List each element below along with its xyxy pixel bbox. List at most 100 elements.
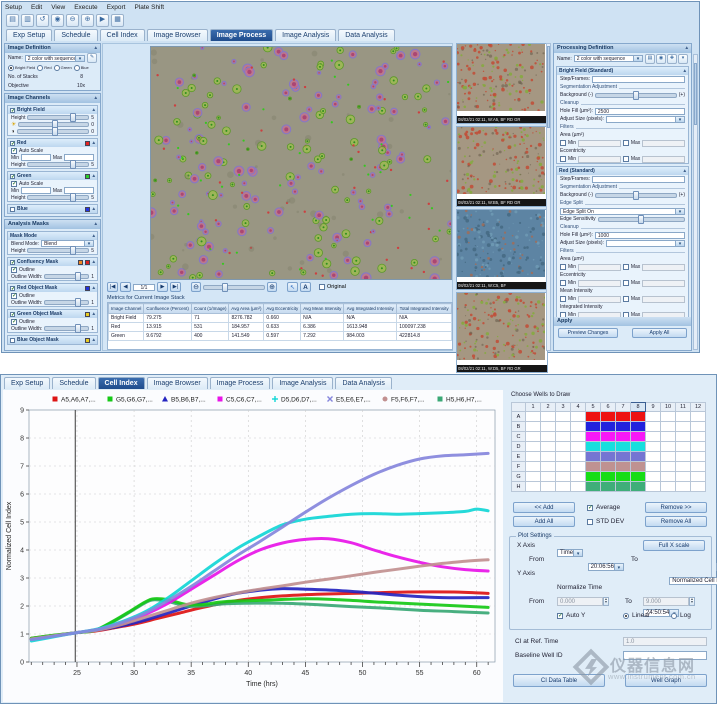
plate-col-header-1[interactable]: 1 xyxy=(525,402,541,412)
checkbox[interactable]: ✓ xyxy=(11,266,18,273)
well-D2[interactable] xyxy=(540,441,556,452)
well-H10[interactable] xyxy=(660,481,676,492)
min-checkbox[interactable] xyxy=(560,264,566,270)
average-checkbox[interactable]: ✓ xyxy=(587,504,594,511)
checkbox[interactable]: ✓ xyxy=(11,318,18,325)
well-C2[interactable] xyxy=(540,431,556,442)
well-E9[interactable] xyxy=(645,451,661,462)
well-D8[interactable] xyxy=(630,441,646,452)
well-E8[interactable] xyxy=(630,451,646,462)
min-checkbox[interactable] xyxy=(560,296,566,302)
well-C1[interactable] xyxy=(525,431,541,442)
card-checkbox[interactable] xyxy=(10,337,15,343)
slider[interactable] xyxy=(16,127,90,136)
well-G6[interactable] xyxy=(600,471,616,482)
menu-item-execute[interactable]: Execute xyxy=(74,4,98,11)
color-swatch[interactable] xyxy=(85,259,91,265)
well-B11[interactable] xyxy=(675,421,691,432)
well-F10[interactable] xyxy=(660,461,676,472)
select-input[interactable]: ▾ xyxy=(605,239,685,247)
channel-radio-green[interactable]: Green xyxy=(53,64,72,71)
well-D10[interactable] xyxy=(660,441,676,452)
min-input[interactable] xyxy=(578,155,621,163)
min-input[interactable] xyxy=(21,187,51,194)
slider-thumb[interactable] xyxy=(75,298,82,307)
plate-col-header-8[interactable]: 8 xyxy=(630,402,646,412)
max-input[interactable] xyxy=(642,263,686,271)
well-B12[interactable] xyxy=(690,421,706,432)
plate-col-header-11[interactable]: 11 xyxy=(675,402,691,412)
slider-thumb[interactable] xyxy=(75,324,82,333)
collapse-icon[interactable]: ▴ xyxy=(92,311,95,317)
min-input[interactable] xyxy=(578,139,621,147)
min-checkbox[interactable] xyxy=(560,280,566,286)
plate-col-header-7[interactable]: 7 xyxy=(615,402,631,412)
slider[interactable] xyxy=(27,113,90,122)
card-checkbox[interactable]: ✓ xyxy=(10,107,16,114)
thumbnail-scrollbar[interactable] xyxy=(546,43,551,351)
add-icon[interactable]: ✚ xyxy=(667,53,677,64)
well-E1[interactable] xyxy=(525,451,541,462)
plate-col-header-9[interactable]: 9 xyxy=(645,402,661,412)
well-B7[interactable] xyxy=(615,421,631,432)
original-toggle[interactable]: Original xyxy=(319,284,346,290)
tab-image-analysis[interactable]: Image Analysis xyxy=(275,29,337,41)
well-F1[interactable] xyxy=(525,461,541,472)
well-F12[interactable] xyxy=(690,461,706,472)
tab-schedule[interactable]: Schedule xyxy=(54,29,98,41)
well-C12[interactable] xyxy=(690,431,706,442)
max-checkbox[interactable] xyxy=(622,280,629,286)
add-all-button[interactable]: Add All xyxy=(513,516,575,527)
plate-col-header-2[interactable]: 2 xyxy=(540,402,556,412)
collapse-icon[interactable]: ▴ xyxy=(94,45,97,51)
slider[interactable] xyxy=(597,214,685,224)
slider-thumb[interactable] xyxy=(637,214,644,224)
well-A6[interactable] xyxy=(600,411,616,422)
color-swatch[interactable] xyxy=(85,285,91,291)
well-F4[interactable] xyxy=(570,461,586,472)
slider[interactable] xyxy=(595,190,677,200)
well-B9[interactable] xyxy=(645,421,661,432)
well-E10[interactable] xyxy=(660,451,676,462)
color-swatch[interactable] xyxy=(85,140,91,146)
well-G10[interactable] xyxy=(660,471,676,482)
thumbnail-image[interactable] xyxy=(455,209,546,279)
channel-radio-red[interactable]: Red xyxy=(37,64,52,71)
auto-y-checkbox[interactable]: ✓ xyxy=(557,612,564,619)
checkbox[interactable]: ✓ xyxy=(11,180,18,187)
plate-row-header-D[interactable]: D xyxy=(511,441,526,452)
slider[interactable] xyxy=(27,246,90,255)
plate-row-header-C[interactable]: C xyxy=(511,431,526,442)
slider[interactable] xyxy=(595,90,677,100)
y-to-input[interactable]: 9.000 xyxy=(643,597,689,606)
zoom-out-icon[interactable]: ⊖ xyxy=(66,14,79,27)
card-checkbox[interactable]: ✓ xyxy=(10,311,16,318)
well-G1[interactable] xyxy=(525,471,541,482)
add-button[interactable]: << Add xyxy=(513,502,575,513)
channel-radio-bright-field[interactable]: Bright Field xyxy=(8,64,35,71)
well-A4[interactable] xyxy=(570,411,586,422)
tab-schedule[interactable]: Schedule xyxy=(52,377,96,389)
well-H1[interactable] xyxy=(525,481,541,492)
preview-button[interactable]: Preview Changes xyxy=(558,328,618,338)
card-checkbox[interactable]: ✓ xyxy=(10,259,16,266)
color-swatch[interactable] xyxy=(85,206,91,212)
thumbnail-image[interactable] xyxy=(456,291,547,361)
slider-thumb[interactable] xyxy=(632,90,639,100)
well-H8[interactable] xyxy=(630,481,646,492)
tab-cell-index[interactable]: Cell Index xyxy=(99,29,145,41)
max-checkbox[interactable] xyxy=(622,296,629,302)
well-C5[interactable] xyxy=(585,431,601,442)
tab-data-analysis[interactable]: Data Analysis xyxy=(335,377,392,389)
plate-col-header-6[interactable]: 6 xyxy=(600,402,616,412)
well-C10[interactable] xyxy=(660,431,676,442)
plate-row-header-H[interactable]: H xyxy=(511,481,526,492)
min-checkbox[interactable] xyxy=(560,156,566,162)
collapse-icon[interactable]: ▴ xyxy=(92,233,95,239)
tab-cell-index[interactable]: Cell Index xyxy=(97,377,145,389)
plate-row-header-F[interactable]: F xyxy=(511,461,526,472)
well-B10[interactable] xyxy=(660,421,676,432)
table-row[interactable]: Red 13.915 531 184.957 0.633 6.386 1613.948 100… xyxy=(107,322,452,332)
delete-icon[interactable]: ▾ xyxy=(678,53,688,64)
slider[interactable] xyxy=(27,193,90,202)
